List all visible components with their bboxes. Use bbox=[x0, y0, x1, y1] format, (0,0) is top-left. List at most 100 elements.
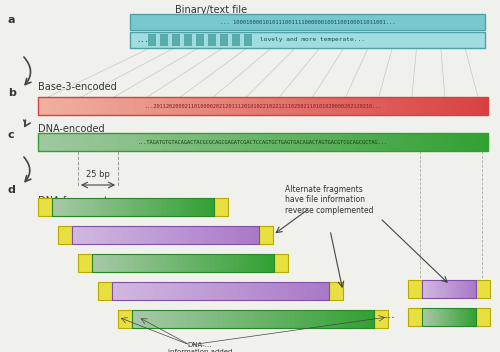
Bar bbox=[310, 310, 314, 328]
Bar bbox=[172, 34, 180, 46]
Bar bbox=[188, 198, 190, 216]
Bar bbox=[246, 97, 252, 115]
Bar bbox=[128, 282, 132, 300]
Bar bbox=[302, 282, 305, 300]
Bar bbox=[280, 310, 284, 328]
Bar bbox=[143, 198, 146, 216]
Bar bbox=[212, 133, 218, 151]
Bar bbox=[452, 308, 453, 326]
Bar bbox=[474, 308, 475, 326]
Bar bbox=[274, 97, 280, 115]
Bar bbox=[398, 133, 404, 151]
Bar bbox=[291, 97, 297, 115]
Bar bbox=[66, 198, 68, 216]
Bar bbox=[472, 280, 474, 298]
Bar bbox=[170, 226, 173, 244]
Bar bbox=[404, 97, 410, 115]
Bar bbox=[218, 282, 221, 300]
Bar bbox=[461, 308, 462, 326]
Bar bbox=[215, 282, 218, 300]
Bar bbox=[476, 308, 490, 326]
Bar bbox=[118, 310, 132, 328]
Bar bbox=[482, 97, 488, 115]
Bar bbox=[228, 254, 232, 272]
Bar bbox=[364, 133, 370, 151]
Bar bbox=[200, 226, 203, 244]
Bar bbox=[321, 282, 324, 300]
Bar bbox=[150, 133, 156, 151]
Bar bbox=[52, 198, 54, 216]
Text: d: d bbox=[8, 185, 16, 195]
Bar bbox=[234, 226, 236, 244]
Bar bbox=[208, 310, 211, 328]
Text: DNA-encoded: DNA-encoded bbox=[38, 124, 104, 134]
Bar bbox=[72, 226, 75, 244]
Bar bbox=[148, 282, 150, 300]
Bar bbox=[204, 198, 206, 216]
Bar bbox=[202, 282, 204, 300]
Bar bbox=[456, 308, 458, 326]
Bar bbox=[79, 226, 82, 244]
Bar bbox=[104, 254, 106, 272]
Bar bbox=[207, 133, 213, 151]
Bar bbox=[98, 198, 101, 216]
Bar bbox=[49, 97, 56, 115]
Bar bbox=[454, 280, 456, 298]
Bar bbox=[58, 198, 60, 216]
Bar bbox=[464, 308, 466, 326]
Bar bbox=[174, 254, 176, 272]
Bar bbox=[290, 310, 293, 328]
Bar bbox=[268, 310, 272, 328]
Bar bbox=[184, 310, 187, 328]
Bar bbox=[268, 97, 275, 115]
Bar bbox=[190, 282, 194, 300]
Bar bbox=[88, 226, 91, 244]
Bar bbox=[460, 280, 462, 298]
Bar bbox=[459, 280, 460, 298]
Bar bbox=[156, 226, 159, 244]
Bar bbox=[228, 226, 232, 244]
Bar bbox=[168, 310, 172, 328]
Bar bbox=[240, 254, 242, 272]
Text: ...2011202000211010000202120111201010221022121102502110101020000202120210...: ...2011202000211010000202120111201010221… bbox=[144, 103, 382, 108]
Bar bbox=[466, 133, 471, 151]
Bar bbox=[124, 226, 126, 244]
Bar bbox=[190, 198, 192, 216]
Bar bbox=[166, 226, 168, 244]
Bar bbox=[94, 254, 97, 272]
Bar bbox=[115, 198, 117, 216]
Bar bbox=[186, 198, 188, 216]
Bar bbox=[94, 97, 100, 115]
Bar bbox=[376, 133, 382, 151]
Bar bbox=[460, 308, 461, 326]
Bar bbox=[142, 254, 145, 272]
Bar bbox=[258, 282, 262, 300]
Bar bbox=[138, 310, 141, 328]
Bar bbox=[156, 133, 162, 151]
Bar bbox=[68, 198, 70, 216]
Bar bbox=[158, 254, 161, 272]
Bar bbox=[433, 308, 434, 326]
Bar bbox=[408, 308, 422, 326]
Bar bbox=[296, 310, 299, 328]
Bar bbox=[286, 133, 292, 151]
Bar bbox=[329, 282, 343, 300]
Bar bbox=[440, 280, 442, 298]
Bar bbox=[201, 254, 204, 272]
Bar bbox=[274, 133, 280, 151]
Bar bbox=[102, 198, 105, 216]
Text: lovely and more temperate...: lovely and more temperate... bbox=[260, 38, 365, 43]
Bar bbox=[426, 133, 432, 151]
Bar bbox=[126, 226, 128, 244]
Bar bbox=[442, 308, 443, 326]
Bar bbox=[38, 198, 52, 216]
Bar bbox=[228, 282, 232, 300]
Bar bbox=[450, 308, 452, 326]
Bar bbox=[438, 308, 440, 326]
Bar bbox=[347, 310, 350, 328]
Bar bbox=[147, 198, 150, 216]
Bar bbox=[446, 308, 448, 326]
Bar bbox=[466, 308, 467, 326]
Bar bbox=[104, 198, 107, 216]
Bar bbox=[198, 226, 201, 244]
